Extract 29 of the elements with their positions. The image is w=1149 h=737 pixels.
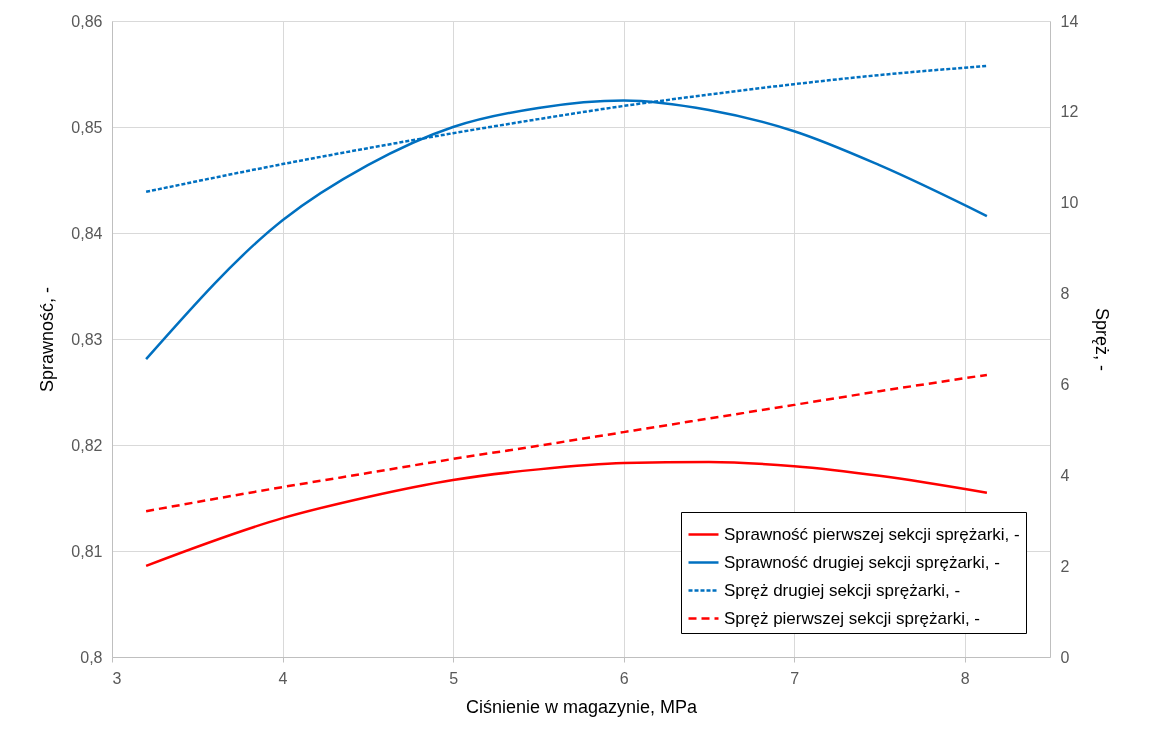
x-tick-label: 4 [278,669,288,687]
y2-tick-label: 0 [1060,648,1070,666]
legend-label: Spręż pierwszej sekcji sprężarki, - [724,608,981,628]
legend-label: Sprawność pierwszej sekcji sprężarki, - [724,524,1020,544]
y2-tick-label: 14 [1060,12,1079,30]
x-tick-label: 7 [790,669,800,687]
x-tick-label: 3 [112,669,122,687]
y-axis-title: Sprawność, - [37,286,58,393]
x-tick-label: 6 [619,669,629,687]
y-tick-label: 0,84 [71,224,103,242]
x-tick-label: 8 [960,669,970,687]
y-tick-label: 0,81 [71,542,103,560]
y2-tick-label: 8 [1060,285,1070,303]
legend-label: Sprawność drugiej sekcji sprężarki, - [724,552,1000,572]
y2-tick-label: 4 [1060,466,1070,484]
y2-tick-label: 10 [1060,194,1079,212]
line-series [144,373,989,513]
y-tick-label: 0,82 [71,436,103,454]
y2-tick-label: 2 [1060,557,1070,575]
y2-tick-label: 12 [1060,103,1079,121]
x-axis-title: Ciśnienie w magazynie, MPa [465,696,699,717]
y-tick-label: 0,83 [71,330,103,348]
y-tick-label: 0,86 [71,12,103,30]
y2-axis-title: Spręż, - [1092,307,1113,372]
y-tick-label: 0,8 [80,648,103,666]
y2-tick-label: 6 [1060,375,1070,393]
legend-label: Spręż drugiej sekcji sprężarki, - [724,580,961,600]
x-tick-label: 5 [449,669,459,687]
y-tick-label: 0,85 [71,118,103,136]
